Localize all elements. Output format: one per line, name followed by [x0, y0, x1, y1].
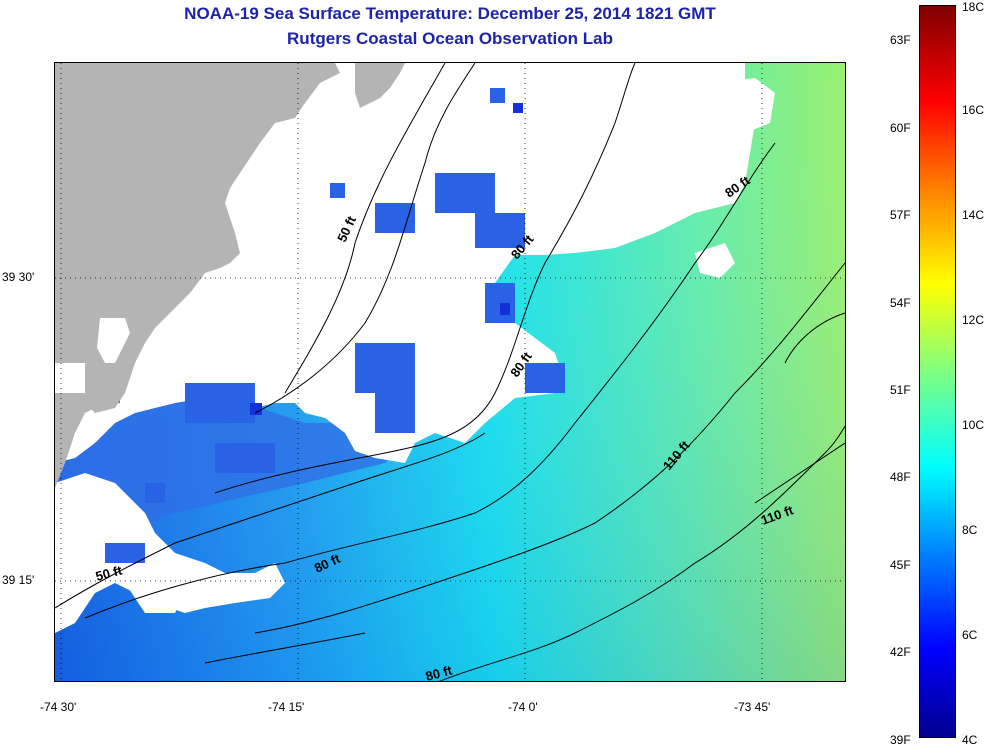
land-east: [355, 63, 405, 108]
colorbar-c-label: 4C: [962, 733, 978, 747]
depth-label: 50 ft: [94, 562, 124, 584]
depth-contours: [55, 63, 845, 681]
colorbar-c-label: 8C: [962, 523, 978, 537]
sst-map: 50 ft 80 ft 80 ft 80 ft 110 ft 110 ft 50…: [54, 62, 846, 682]
colorbar-f-label: 57F: [890, 208, 911, 222]
cloud-patch-e: [695, 243, 735, 278]
lon-tick-label: -74 15': [268, 700, 305, 714]
land-inlet-white: [97, 318, 130, 363]
colorbar-f-label: 42F: [890, 645, 911, 659]
colorbar-f-label: 51F: [890, 383, 911, 397]
lat-tick-label: 39 30': [2, 270, 35, 284]
map-title: NOAA-19 Sea Surface Temperature: Decembe…: [184, 4, 716, 23]
lon-tick-label: -74 30': [40, 700, 77, 714]
colorbar-c-label: 6C: [962, 628, 978, 642]
depth-label: 80 ft: [424, 662, 454, 682]
land-strip: [55, 393, 100, 488]
colorbar-f-label: 63F: [890, 33, 911, 47]
lon-tick-label: -74 0': [508, 700, 538, 714]
cloud-patch-sw-2: [125, 573, 185, 613]
cloud-patch-ne: [695, 78, 775, 133]
colorbar-c-label: 10C: [962, 418, 985, 432]
dark-blue-pixels: [250, 103, 523, 415]
graticule: [55, 63, 845, 681]
colorbar-c-label: 14C: [962, 208, 985, 222]
colorbar-c-label: 16C: [962, 103, 985, 117]
map-subtitle: Rutgers Coastal Ocean Observation Lab: [287, 29, 613, 48]
lat-tick-label: 39 15': [2, 573, 35, 587]
cloud-patch-sw: [55, 473, 285, 633]
colorbar-c-label: 12C: [962, 313, 985, 327]
temperature-colorbar: [919, 5, 956, 738]
colorbar-f-label: 54F: [890, 296, 911, 310]
cold-pixel-clusters: [95, 88, 565, 563]
colorbar-f-label: 48F: [890, 470, 911, 484]
sst-map-graphic: 50 ft 80 ft 80 ft 80 ft 110 ft 110 ft 50…: [55, 63, 845, 682]
colorbar-f-label: 39F: [890, 733, 911, 747]
colorbar-c-label: 18C: [962, 0, 985, 14]
lon-tick-label: -73 45': [734, 700, 771, 714]
colorbar-f-label: 60F: [890, 121, 911, 135]
colorbar-f-label: 45F: [890, 558, 911, 572]
